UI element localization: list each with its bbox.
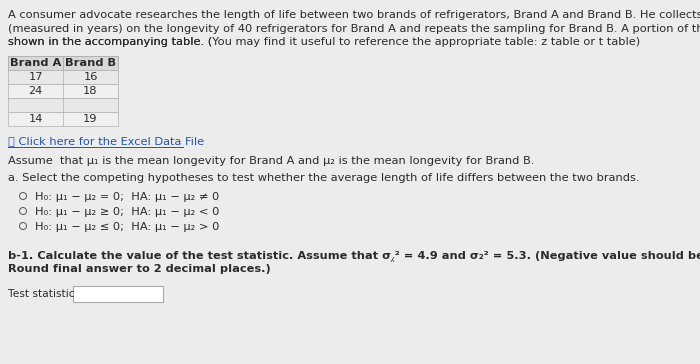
Text: 18: 18 <box>83 86 98 96</box>
Bar <box>8 70 118 84</box>
Text: Test statistic: Test statistic <box>8 289 75 299</box>
Bar <box>73 286 163 302</box>
Bar <box>8 112 118 126</box>
Text: 17: 17 <box>28 72 43 82</box>
Text: Round final answer to 2 decimal places.): Round final answer to 2 decimal places.) <box>8 265 271 274</box>
Bar <box>8 98 118 112</box>
Text: Assume  that μ₁ is the mean longevity for Brand A and μ₂ is the mean longevity f: Assume that μ₁ is the mean longevity for… <box>8 156 534 166</box>
Text: (measured in years) on the longevity of 40 refrigerators for Brand A and repeats: (measured in years) on the longevity of … <box>8 24 700 33</box>
Text: H₀: μ₁ − μ₂ ≤ 0;  HA: μ₁ − μ₂ > 0: H₀: μ₁ − μ₂ ≤ 0; HA: μ₁ − μ₂ > 0 <box>35 222 219 232</box>
Text: 📄 Click here for the Excel Data File: 📄 Click here for the Excel Data File <box>8 136 204 146</box>
Text: shown in the accompanying table. (: shown in the accompanying table. ( <box>8 37 212 47</box>
Bar <box>8 84 118 98</box>
Text: 24: 24 <box>29 86 43 96</box>
Text: Brand B: Brand B <box>65 58 116 68</box>
Text: 16: 16 <box>83 72 98 82</box>
Text: shown in the accompanying table. (You may find it useful to reference the approp: shown in the accompanying table. (You ma… <box>8 37 640 47</box>
Text: a. Select the competing hypotheses to test whether the average length of life di: a. Select the competing hypotheses to te… <box>8 173 640 183</box>
Text: 14: 14 <box>28 114 43 124</box>
Text: b-1. Calculate the value of the test statistic. Assume that σ⁁² = 4.9 and σ₂² = : b-1. Calculate the value of the test sta… <box>8 251 700 262</box>
Text: H₀: μ₁ − μ₂ ≥ 0;  HA: μ₁ − μ₂ < 0: H₀: μ₁ − μ₂ ≥ 0; HA: μ₁ − μ₂ < 0 <box>35 207 219 217</box>
Text: A consumer advocate researches the length of life between two brands of refriger: A consumer advocate researches the lengt… <box>8 10 700 20</box>
Bar <box>8 56 118 70</box>
Text: Brand A: Brand A <box>10 58 61 68</box>
Text: shown in the accompanying table. (You may find it useful to reference the approp: shown in the accompanying table. (You ma… <box>8 37 611 47</box>
Text: H₀: μ₁ − μ₂ = 0;  HA: μ₁ − μ₂ ≠ 0: H₀: μ₁ − μ₂ = 0; HA: μ₁ − μ₂ ≠ 0 <box>35 192 219 202</box>
Text: 19: 19 <box>83 114 98 124</box>
